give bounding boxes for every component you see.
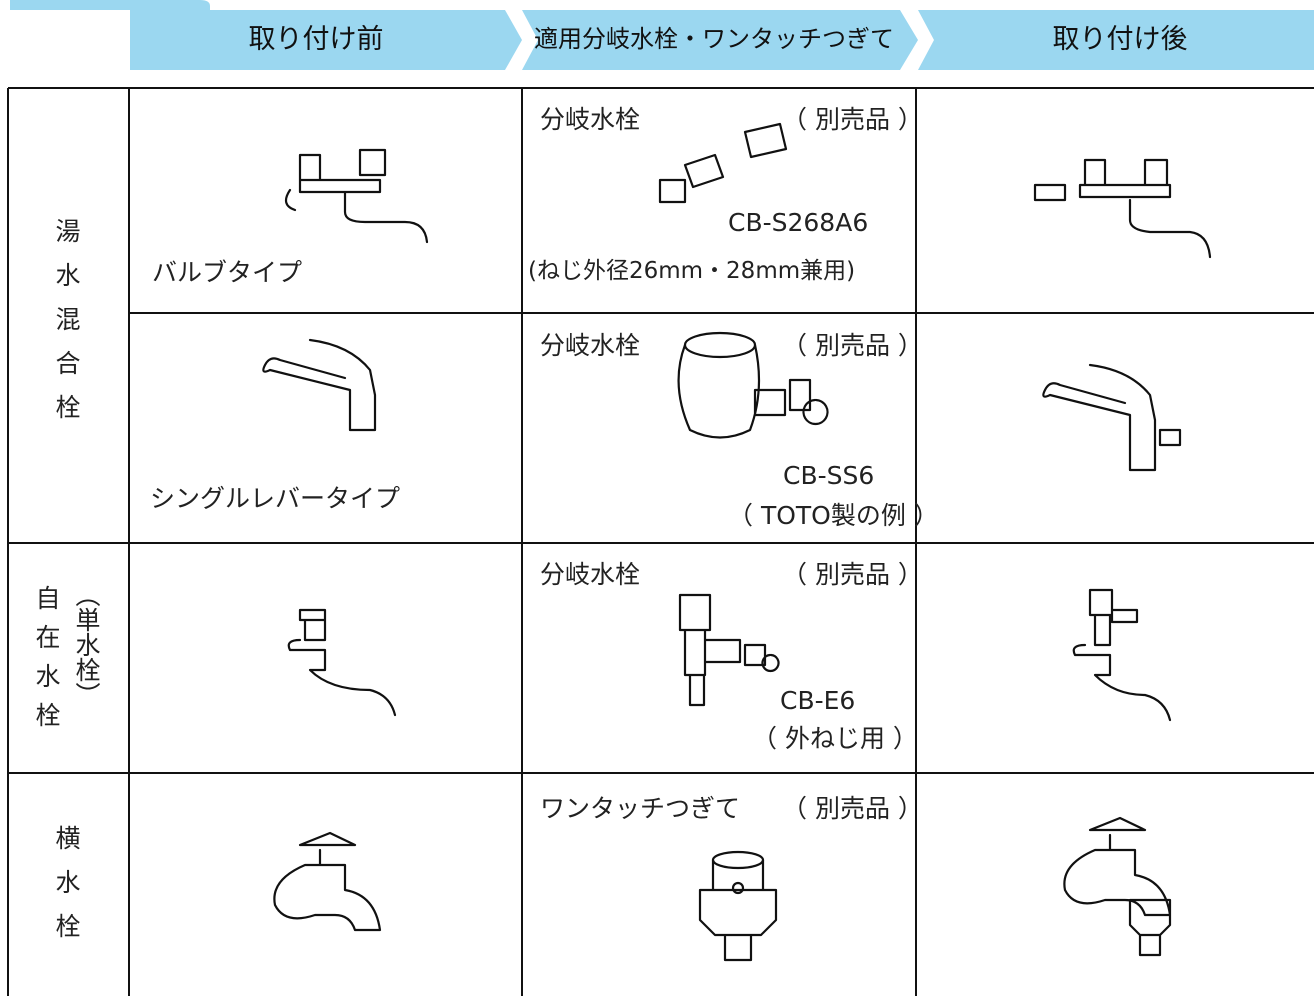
model-note: （ 外ねじ用 ）	[752, 724, 918, 753]
group-label: 横水栓	[52, 825, 81, 957]
header-label: 取り付け前	[248, 24, 384, 55]
part-note: （ 別売品 ）	[782, 560, 923, 589]
part-label: 分岐水栓	[540, 105, 641, 134]
part-note: （ 別売品 ）	[782, 331, 923, 360]
model-note: （ TOTO製の例 ）	[728, 501, 939, 530]
header-arrow	[522, 10, 918, 70]
header-arrow	[918, 10, 1314, 70]
part-label: 分岐水栓	[540, 331, 641, 360]
part-note: （ 別売品 ）	[782, 105, 923, 134]
group-label: 湯水混合栓	[52, 218, 81, 438]
table-grid	[7, 87, 1314, 996]
group-sublabel: （単水栓）	[72, 582, 101, 707]
model: CB-E6	[780, 686, 856, 715]
part-label: ワンタッチつぎて	[540, 794, 741, 823]
before-label: シングルレバータイプ	[150, 484, 401, 513]
header-arrow	[130, 10, 522, 70]
before-label: バルブタイプ	[152, 258, 303, 287]
group-label: 自在水栓	[32, 585, 61, 741]
header-label: 適用分岐水栓・ワンタッチつぎて	[534, 25, 894, 53]
model: CB-S268A6	[728, 208, 869, 237]
corner-tab	[10, 0, 210, 10]
part-note: （ 別売品 ）	[782, 794, 923, 823]
part-label: 分岐水栓	[540, 560, 641, 589]
model-note: (ねじ外径26mm・28mm兼用)	[528, 258, 856, 284]
model: CB-SS6	[783, 461, 875, 490]
header-label: 取り付け後	[1052, 24, 1188, 55]
faucet-illustrations	[262, 122, 1212, 962]
